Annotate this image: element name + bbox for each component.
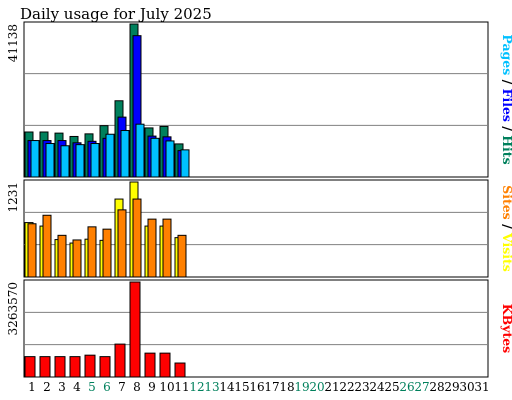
bar-kbytes-day-8 xyxy=(129,281,141,378)
bar-kbytes-day-9 xyxy=(144,352,156,378)
x-tick-day-8: 8 xyxy=(133,380,141,394)
bar-sites-day-4 xyxy=(72,239,82,278)
x-tick-day-18: 18 xyxy=(279,380,294,394)
bar-pages-day-9 xyxy=(150,137,160,178)
x-tick-day-9: 9 xyxy=(148,380,156,394)
x-tick-day-11: 11 xyxy=(174,380,189,394)
bar-pages-day-7 xyxy=(120,130,130,178)
bar-kbytes-day-5 xyxy=(84,354,96,378)
bar-pages-day-11 xyxy=(180,149,190,178)
x-tick-day-21: 21 xyxy=(324,380,339,394)
legend-part: / xyxy=(500,220,512,233)
x-tick-day-26: 26 xyxy=(399,380,414,394)
legend-part: / xyxy=(500,75,512,88)
bar-pages-day-5 xyxy=(90,143,100,178)
x-tick-day-7: 7 xyxy=(118,380,126,394)
x-tick-day-25: 25 xyxy=(384,380,399,394)
bar-sites-day-5 xyxy=(87,226,97,278)
x-tick-day-1: 1 xyxy=(28,380,36,394)
x-tick-day-14: 14 xyxy=(219,380,235,394)
legend-part: Visits xyxy=(500,232,512,272)
bar-kbytes-day-1 xyxy=(24,356,36,378)
x-tick-day-16: 16 xyxy=(249,380,264,394)
bar-pages-day-1 xyxy=(30,140,40,178)
x-tick-day-28: 28 xyxy=(429,380,444,394)
y-max-label: 3263570 xyxy=(6,282,20,335)
bar-kbytes-day-6 xyxy=(99,356,111,378)
x-tick-day-2: 2 xyxy=(43,380,51,394)
bar-kbytes-day-7 xyxy=(114,343,126,378)
bar-sites-day-1 xyxy=(27,223,37,278)
legend-part: Files xyxy=(500,89,512,122)
legend-label: KBytes xyxy=(500,304,512,353)
x-tick-day-23: 23 xyxy=(354,380,369,394)
legend-part: Hits xyxy=(500,135,512,164)
x-tick-day-30: 30 xyxy=(459,380,474,394)
x-tick-day-15: 15 xyxy=(234,380,249,394)
x-tick-day-10: 10 xyxy=(159,380,174,394)
bar-pages-day-6 xyxy=(105,133,115,178)
panel-frame xyxy=(23,179,489,278)
bar-sites-day-9 xyxy=(147,218,157,278)
chart-title: Daily usage for July 2025 xyxy=(20,5,212,23)
x-tick-day-19: 19 xyxy=(294,380,309,394)
x-tick-day-6: 6 xyxy=(103,380,111,394)
x-tick-day-31: 31 xyxy=(474,380,489,394)
x-tick-day-27: 27 xyxy=(414,380,429,394)
panel-frame xyxy=(23,279,489,378)
bar-sites-day-6 xyxy=(102,228,112,278)
bar-pages-day-8 xyxy=(135,123,145,178)
bar-kbytes-day-4 xyxy=(69,356,81,378)
x-tick-day-20: 20 xyxy=(309,380,324,394)
bar-pages-day-4 xyxy=(75,144,85,178)
x-tick-day-4: 4 xyxy=(73,380,81,394)
bar-kbytes-day-3 xyxy=(54,356,66,378)
bar-sites-day-7 xyxy=(117,209,127,278)
legend-part: Sites xyxy=(500,185,512,220)
x-tick-day-5: 5 xyxy=(88,380,96,394)
bar-sites-day-2 xyxy=(42,214,52,278)
x-tick-day-17: 17 xyxy=(264,380,279,394)
y-max-label: 1231 xyxy=(6,182,20,213)
bar-sites-day-3 xyxy=(57,234,67,278)
bar-sites-day-8 xyxy=(132,198,142,278)
bar-pages-day-10 xyxy=(165,140,175,178)
x-tick-day-24: 24 xyxy=(369,380,385,394)
x-tick-day-3: 3 xyxy=(58,380,66,394)
bar-kbytes-day-11 xyxy=(174,362,186,378)
bar-sites-day-11 xyxy=(177,234,187,278)
y-max-label: 41138 xyxy=(6,24,20,62)
bar-kbytes-day-2 xyxy=(39,356,51,378)
bar-pages-day-2 xyxy=(45,143,55,178)
legend-part: KBytes xyxy=(500,304,512,353)
legend-label: Sites / Visits xyxy=(500,185,512,272)
x-tick-day-13: 13 xyxy=(204,380,219,394)
x-tick-day-29: 29 xyxy=(444,380,459,394)
x-tick-day-12: 12 xyxy=(189,380,204,394)
x-tick-day-22: 22 xyxy=(339,380,354,394)
legend-label: Pages / Files / Hits xyxy=(500,34,512,164)
bar-kbytes-day-10 xyxy=(159,352,171,378)
legend-part: / xyxy=(500,122,512,135)
legend-part: Pages xyxy=(500,34,512,75)
panel-frame xyxy=(23,21,489,178)
bar-pages-day-3 xyxy=(60,145,70,178)
bar-sites-day-10 xyxy=(162,218,172,278)
